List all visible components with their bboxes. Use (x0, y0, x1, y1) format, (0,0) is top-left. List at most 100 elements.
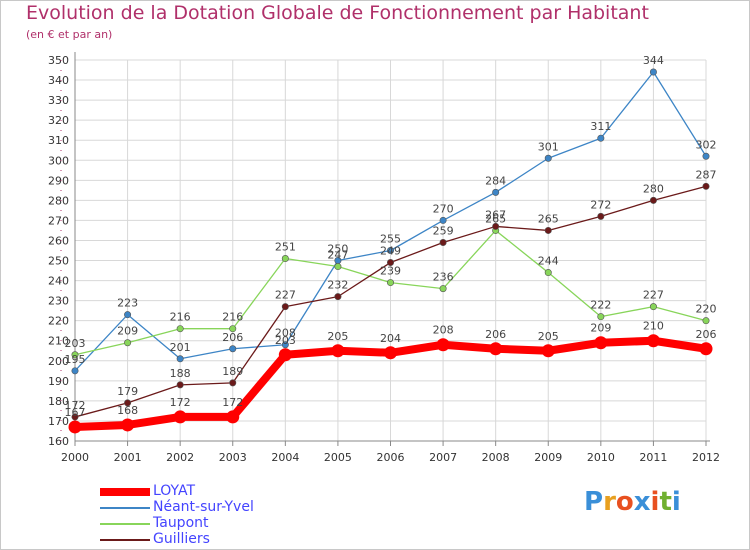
data-label-guilliers-2001: 179 (117, 385, 138, 398)
point-neant-sur-yvel-2004 (281, 341, 289, 349)
chart-subtitle: (en € et par an) (26, 28, 113, 41)
data-label-neant-sur-yvel-2011: 344 (643, 54, 664, 67)
point-guilliers-2009 (544, 226, 552, 234)
y-tick-label-320: 320 (48, 114, 69, 127)
point-loyat-2010 (594, 336, 608, 350)
data-label-neant-sur-yvel-2002: 201 (170, 341, 191, 354)
data-label-neant-sur-yvel-2007: 270 (433, 202, 454, 215)
brand-letter-1: r (603, 487, 616, 517)
legend-swatch-guilliers (100, 539, 150, 541)
point-neant-sur-yvel-2012 (702, 152, 710, 160)
brand-letter-3: x (633, 487, 651, 517)
point-taupont-2012 (702, 317, 710, 325)
data-label-guilliers-2010: 272 (590, 198, 611, 211)
point-taupont-2006 (386, 279, 394, 287)
data-label-guilliers-2012: 287 (696, 168, 717, 181)
point-taupont-2010 (597, 313, 605, 321)
y-tick-label-230: 230 (48, 295, 69, 308)
point-guilliers-2003 (229, 379, 237, 387)
x-tick-label-2011: 2011 (639, 451, 667, 464)
legend-label-loyat: LOYAT (153, 483, 196, 499)
point-neant-sur-yvel-2000 (71, 367, 79, 375)
brand-letter-6: i (671, 487, 681, 517)
y-tick-label-340: 340 (48, 74, 69, 87)
y-tick-label-180: 180 (48, 395, 69, 408)
y-tick-label-250: 250 (48, 255, 69, 268)
point-guilliers-2002 (176, 381, 184, 389)
data-label-neant-sur-yvel-2010: 311 (590, 120, 611, 133)
point-loyat-2011 (646, 334, 660, 348)
point-taupont-2002 (176, 325, 184, 333)
data-label-taupont-2002: 216 (170, 311, 191, 324)
data-label-loyat-2011: 210 (643, 320, 664, 333)
point-taupont-2001 (124, 339, 132, 347)
y-tick-label-270: 270 (48, 214, 69, 227)
point-loyat-2005 (331, 344, 345, 358)
data-label-loyat-2010: 209 (590, 322, 611, 335)
data-label-neant-sur-yvel-2006: 255 (380, 233, 401, 246)
point-guilliers-2011 (649, 196, 657, 204)
data-label-neant-sur-yvel-2012: 302 (696, 138, 717, 151)
point-loyat-2007 (436, 338, 450, 352)
point-guilliers-2007 (439, 238, 447, 246)
y-tick-label-310: 310 (48, 134, 69, 147)
legend-label-guilliers: Guilliers (153, 531, 210, 547)
data-label-taupont-2004: 251 (275, 241, 296, 254)
brand-logo: Proxiti (584, 487, 681, 517)
data-label-loyat-2002: 172 (170, 396, 191, 409)
data-label-loyat-2009: 205 (538, 330, 559, 343)
point-taupont-2000 (71, 351, 79, 359)
x-tick-label-2005: 2005 (324, 451, 352, 464)
data-label-taupont-2008: 265 (485, 212, 506, 225)
y-tick-label-170: 170 (48, 415, 69, 428)
data-label-loyat-2008: 206 (485, 328, 506, 341)
data-labels: 195 223 201 206 208 250 255 270 284 301 311 344 302 2… (65, 54, 717, 419)
data-label-taupont-2006: 239 (380, 265, 401, 278)
point-neant-sur-yvel-2008 (492, 188, 500, 196)
point-loyat-2009 (541, 344, 555, 358)
point-neant-sur-yvel-2007 (439, 216, 447, 224)
legend-swatch-taupont (100, 523, 150, 525)
data-label-neant-sur-yvel-2008: 284 (485, 174, 506, 187)
data-label-taupont-2009: 244 (538, 255, 559, 268)
data-label-taupont-2011: 227 (643, 289, 664, 302)
y-tick-label-220: 220 (48, 315, 69, 328)
data-label-loyat-2001: 168 (117, 404, 138, 417)
data-label-guilliers-2000: 172 (65, 399, 86, 412)
point-guilliers-2006 (386, 259, 394, 267)
point-guilliers-2004 (281, 303, 289, 311)
x-tick-label-2010: 2010 (587, 451, 615, 464)
point-loyat-2000 (68, 420, 82, 434)
point-loyat-2002 (173, 410, 187, 424)
data-label-neant-sur-yvel-2005: 250 (327, 243, 348, 256)
data-label-loyat-2007: 208 (433, 324, 454, 337)
chart-title: Evolution de la Dotation Globale de Fonc… (26, 2, 649, 24)
point-guilliers-2012 (702, 182, 710, 190)
data-label-guilliers-2004: 227 (275, 289, 296, 302)
y-tick-label-160: 160 (48, 435, 69, 448)
data-label-neant-sur-yvel-2004: 208 (275, 327, 296, 340)
data-label-loyat-2000: 167 (65, 406, 86, 419)
x-tick-label-2006: 2006 (377, 451, 405, 464)
data-label-guilliers-2003: 189 (222, 365, 243, 378)
axes: 160 170 180 190 200 210 220 230 240 250 260 270 280 2… (48, 52, 720, 464)
data-label-taupont-2007: 236 (433, 271, 454, 284)
point-taupont-2011 (649, 303, 657, 311)
point-guilliers-2005 (334, 293, 342, 301)
data-label-taupont-2005: 247 (327, 249, 348, 262)
point-guilliers-2010 (597, 212, 605, 220)
y-tick-label-200: 200 (48, 355, 69, 368)
y-tick-label-290: 290 (48, 174, 69, 187)
data-label-guilliers-2007: 259 (433, 224, 454, 237)
x-tick-label-2001: 2001 (114, 451, 142, 464)
data-label-loyat-2003: 172 (222, 396, 243, 409)
point-guilliers-2001 (124, 399, 132, 407)
point-loyat-2004 (278, 348, 292, 362)
point-taupont-2009 (544, 269, 552, 277)
legend-swatch-loyat (100, 488, 150, 496)
data-label-neant-sur-yvel-2000: 195 (65, 353, 86, 366)
point-taupont-2004 (281, 255, 289, 263)
point-neant-sur-yvel-2002 (176, 355, 184, 363)
